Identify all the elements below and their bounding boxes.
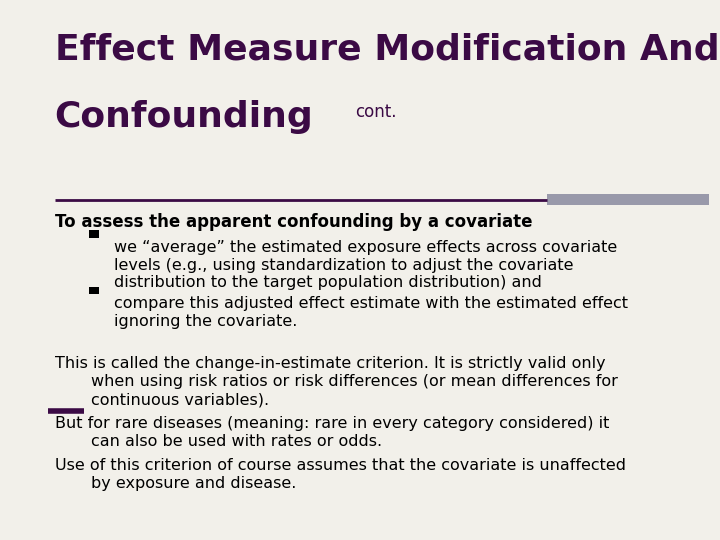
Text: Use of this criterion of course assumes that the covariate is unaffected: Use of this criterion of course assumes …	[55, 458, 626, 474]
Text: continuous variables).: continuous variables).	[91, 392, 269, 407]
Text: can also be used with rates or odds.: can also be used with rates or odds.	[91, 434, 382, 449]
Text: cont.: cont.	[355, 103, 397, 120]
Text: Effect Measure Modification And: Effect Measure Modification And	[55, 32, 719, 66]
Text: compare this adjusted effect estimate with the estimated effect: compare this adjusted effect estimate wi…	[114, 296, 628, 312]
Text: we “average” the estimated exposure effects across covariate: we “average” the estimated exposure effe…	[114, 240, 617, 255]
Text: But for rare diseases (meaning: rare in every category considered) it: But for rare diseases (meaning: rare in …	[55, 416, 609, 431]
FancyBboxPatch shape	[547, 194, 709, 205]
Text: This is called the change-in-estimate criterion. It is strictly valid only: This is called the change-in-estimate cr…	[55, 356, 606, 372]
Text: ignoring the covariate.: ignoring the covariate.	[114, 314, 297, 329]
Text: Confounding: Confounding	[55, 100, 313, 134]
Text: levels (e.g., using standardization to adjust the covariate: levels (e.g., using standardization to a…	[114, 258, 573, 273]
Text: To assess the apparent confounding by a covariate: To assess the apparent confounding by a …	[55, 213, 532, 231]
Text: by exposure and disease.: by exposure and disease.	[91, 476, 296, 491]
Text: when using risk ratios or risk differences (or mean differences for: when using risk ratios or risk differenc…	[91, 374, 618, 389]
FancyBboxPatch shape	[89, 230, 99, 238]
FancyBboxPatch shape	[89, 287, 99, 294]
Text: distribution to the target population distribution) and: distribution to the target population di…	[114, 275, 541, 291]
